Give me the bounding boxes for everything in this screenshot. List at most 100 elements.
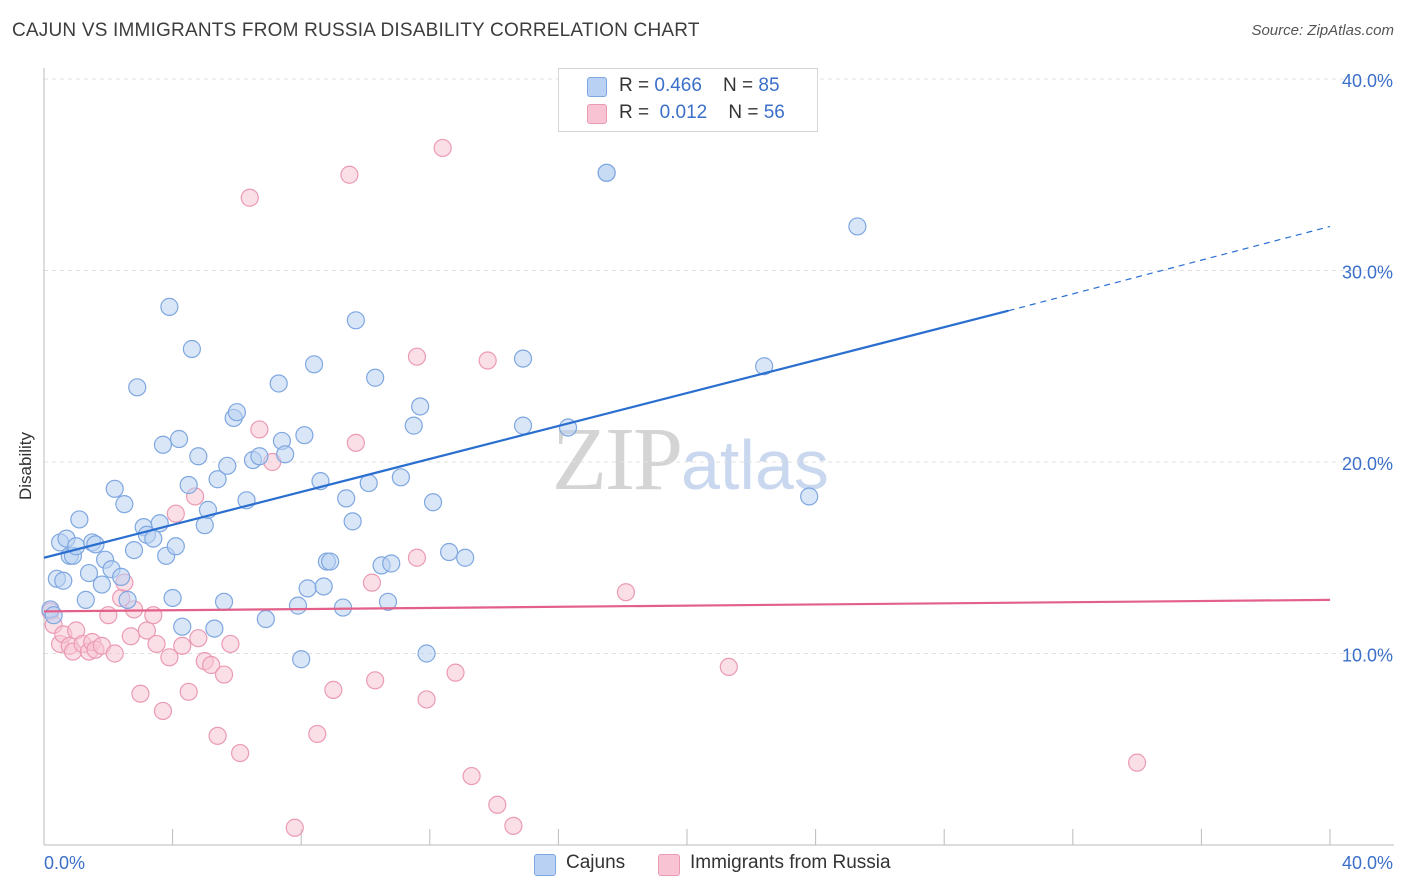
cajun-point xyxy=(848,217,867,236)
russia-point xyxy=(340,165,359,184)
cajun-point xyxy=(112,567,131,587)
russia-point xyxy=(105,644,124,663)
cajun-point xyxy=(346,311,365,330)
cajun-point xyxy=(404,416,423,435)
cajun-point xyxy=(304,355,324,374)
russia-point xyxy=(407,548,427,567)
cajun-point xyxy=(118,590,137,609)
russia-point xyxy=(407,347,427,366)
y-tick-label: 30.0% xyxy=(1342,263,1393,283)
cajun-point xyxy=(144,529,163,548)
cajun-point xyxy=(54,571,73,590)
russia-point xyxy=(221,634,240,654)
russia-point xyxy=(121,627,140,646)
cajun-point xyxy=(343,512,362,531)
watermark: ZIPatlas xyxy=(552,408,829,511)
y-tick-label: 10.0% xyxy=(1342,646,1393,666)
legend-swatch-cajuns xyxy=(534,854,556,876)
cajun-point xyxy=(79,563,99,583)
russia-point xyxy=(231,743,250,763)
cajun-point xyxy=(295,426,314,445)
cajun-point xyxy=(179,475,198,495)
russia-point xyxy=(137,621,156,640)
russia-point xyxy=(308,724,327,744)
russia-point xyxy=(616,583,636,602)
russia-point xyxy=(462,766,481,786)
russia-point xyxy=(366,671,385,690)
russia-point xyxy=(166,504,185,523)
russia-point xyxy=(208,726,227,745)
cajun-point xyxy=(800,487,819,506)
legend-n-value: 85 xyxy=(758,75,780,96)
cajun-point xyxy=(276,445,295,464)
cajun-point xyxy=(153,435,173,454)
y-tick-label: 40.0% xyxy=(1342,71,1393,91)
russia-point xyxy=(202,655,221,675)
cajun-point xyxy=(182,339,201,359)
russia-point xyxy=(99,606,118,625)
legend-r-value: 0.466 xyxy=(654,75,702,96)
russia-point xyxy=(417,690,436,709)
cajun-point xyxy=(755,357,774,376)
russia-point xyxy=(446,663,465,682)
cajun-point xyxy=(124,540,144,560)
cajun-point xyxy=(160,297,179,316)
russia-point xyxy=(250,420,269,439)
legend-n-label: N = xyxy=(723,75,759,96)
cajun-point xyxy=(292,650,311,669)
cajun-point xyxy=(298,579,317,598)
cajun-point xyxy=(391,468,410,487)
russia-point xyxy=(362,573,382,592)
cajun-point xyxy=(337,489,356,508)
y-tick-label: 20.0% xyxy=(1342,454,1393,474)
cajun-point xyxy=(205,619,224,638)
cajun-point xyxy=(214,592,234,611)
legend-r-label: R = xyxy=(619,75,655,96)
russia-trend-line xyxy=(43,598,1331,613)
cajun-point xyxy=(597,163,616,182)
cajun-point xyxy=(92,575,111,594)
cajun-trend-line xyxy=(43,309,1009,559)
chart-title: CAJUN VS IMMIGRANTS FROM RUSSIA DISABILI… xyxy=(12,20,700,41)
cajun-point xyxy=(227,403,246,422)
russia-point xyxy=(214,665,234,684)
cajun-point xyxy=(44,606,63,625)
cajun-point xyxy=(456,548,475,567)
cajun-point xyxy=(208,470,227,489)
cajun-point xyxy=(269,374,288,393)
cajun-point xyxy=(378,592,398,611)
russia-point xyxy=(719,657,738,677)
cajun-point xyxy=(105,479,124,498)
cajun-point xyxy=(382,554,401,573)
russia-point xyxy=(160,648,179,667)
cajun-point xyxy=(250,447,269,466)
cajun-trend-extension xyxy=(1008,225,1331,312)
cajun-point xyxy=(189,447,208,466)
legend-n-label: N = xyxy=(728,102,764,123)
russia-point xyxy=(433,138,452,158)
russia-point xyxy=(173,636,192,655)
cajun-point xyxy=(333,598,353,617)
cajun-point xyxy=(314,577,333,596)
cajun-point xyxy=(417,644,436,663)
russia-point xyxy=(488,795,507,814)
cajun-point xyxy=(70,510,89,529)
russia-point xyxy=(189,629,208,648)
cajun-point xyxy=(423,493,443,512)
cajun-point xyxy=(256,609,275,629)
x-tick-label: 0.0% xyxy=(44,853,85,873)
cajun-point xyxy=(513,416,533,435)
cajun-point xyxy=(173,617,192,636)
legend-series: Cajuns Immigrants from Russia xyxy=(0,852,1406,878)
cajun-point xyxy=(166,537,185,556)
cajun-point xyxy=(128,378,147,397)
russia-point xyxy=(179,682,198,701)
russia-point xyxy=(147,634,166,654)
legend-label-cajuns: Cajuns xyxy=(566,852,626,873)
cajun-point xyxy=(115,495,134,514)
legend-correlation: R = 0.466 N = 85 R = 0.012 N = 56 xyxy=(558,68,818,132)
cajun-point xyxy=(218,456,237,475)
legend-n-value: 56 xyxy=(763,102,785,123)
russia-point xyxy=(504,816,523,835)
